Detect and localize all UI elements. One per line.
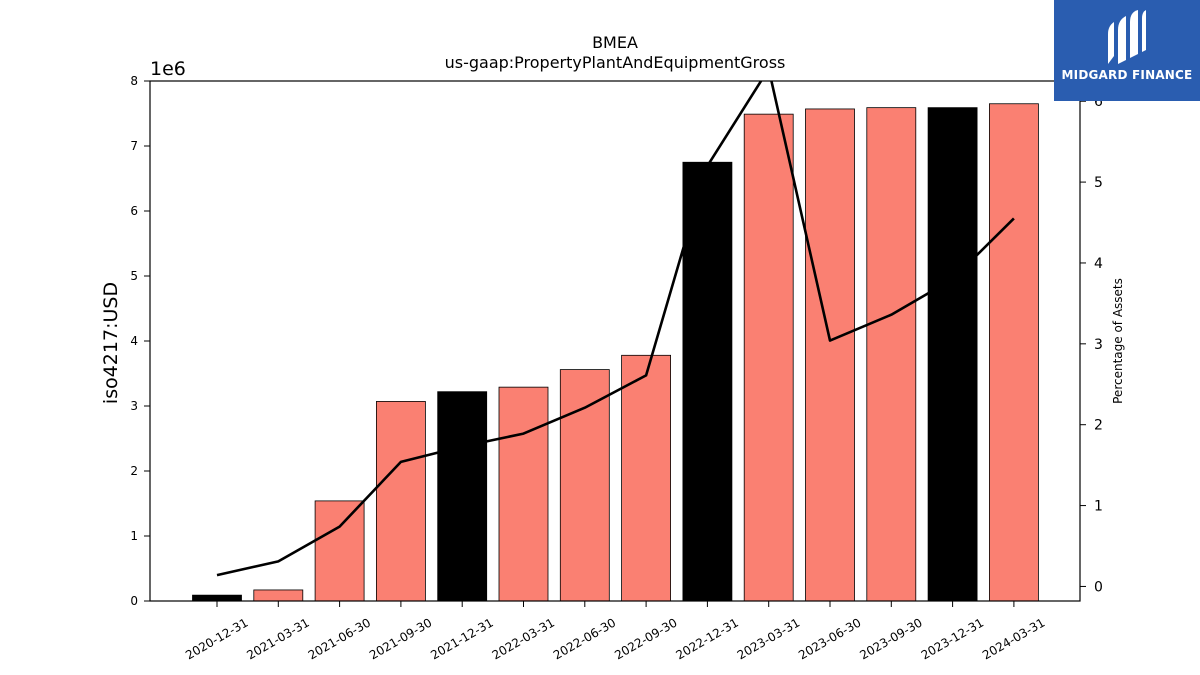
brand-logo: MIDGARD FINANCE — [1054, 0, 1200, 101]
x-tick-label: 2021-09-30 — [367, 615, 434, 662]
y2-axis-label: Percentage of Assets — [1111, 278, 1125, 404]
x-tick-label: 2022-03-31 — [490, 615, 557, 662]
bar-2020-12-31 — [192, 594, 242, 602]
bar-2023-09-30 — [866, 107, 917, 602]
x-ticks: 2020-12-312021-03-312021-06-302021-09-30… — [183, 601, 1047, 662]
y-ticks: 0 1 2 3 4 5 6 7 8 — [130, 74, 150, 608]
y-tick-label: 1 — [130, 529, 138, 543]
y2-tick-label: 2 — [1094, 418, 1103, 434]
y-tick-label: 2 — [130, 464, 138, 478]
bar-2023-06-30 — [805, 108, 855, 602]
logo-text: MIDGARD FINANCE — [1061, 68, 1193, 82]
midgard-logo-icon — [1108, 10, 1146, 64]
x-tick-label: 2022-06-30 — [551, 615, 618, 662]
bar-2023-12-31 — [927, 107, 978, 602]
y-tick-label: 8 — [130, 74, 138, 88]
x-tick-label: 2023-12-31 — [919, 615, 986, 662]
bar-2023-03-31 — [743, 113, 794, 602]
y2-tick-label: 5 — [1094, 175, 1103, 191]
x-tick-label: 2022-09-30 — [612, 615, 679, 662]
y-tick-label: 7 — [130, 139, 138, 153]
y2-tick-label: 3 — [1094, 337, 1103, 353]
bar-2021-12-31 — [437, 391, 488, 602]
y-tick-label: 0 — [130, 594, 138, 608]
bar-2024-03-31 — [989, 103, 1039, 602]
y-tick-label: 6 — [130, 204, 138, 218]
y2-tick-label: 4 — [1094, 256, 1103, 272]
y2-tick-label: 0 — [1094, 579, 1103, 595]
bars-group — [192, 103, 1039, 602]
x-tick-label: 2021-12-31 — [428, 615, 495, 662]
x-tick-label: 2021-06-30 — [306, 615, 373, 662]
bar-2022-12-31 — [682, 161, 733, 602]
bar-2021-06-30 — [314, 500, 365, 602]
bar-2022-09-30 — [621, 354, 671, 602]
y2-tick-label: 6 — [1094, 94, 1103, 110]
bar-2022-03-31 — [498, 386, 549, 602]
y2-tick-label: 1 — [1094, 499, 1103, 515]
x-tick-label: 2023-09-30 — [857, 615, 924, 662]
y-tick-label: 5 — [130, 269, 138, 283]
percentage-line — [216, 81, 1015, 577]
line-group — [216, 81, 1015, 577]
x-tick-label: 2021-03-31 — [244, 615, 311, 662]
bar-2021-03-31 — [253, 589, 304, 602]
y-tick-label: 4 — [130, 334, 138, 348]
y-axis-label: iso4217:USD — [100, 282, 122, 404]
x-tick-label: 2024-03-31 — [980, 615, 1047, 662]
y2-ticks: 0 1 2 3 4 5 6 — [1080, 94, 1103, 595]
chart-title: BMEA — [592, 33, 638, 52]
y-offset-text: 1e6 — [150, 58, 186, 80]
chart-subtitle: us-gaap:PropertyPlantAndEquipmentGross — [445, 53, 786, 72]
x-tick-label: 2023-03-31 — [735, 615, 802, 662]
y-tick-label: 3 — [130, 399, 138, 413]
x-tick-label: 2020-12-31 — [183, 615, 250, 662]
bar-2022-06-30 — [559, 369, 610, 602]
x-tick-label: 2022-12-31 — [673, 615, 740, 662]
bar-2021-09-30 — [375, 401, 426, 602]
x-tick-label: 2023-06-30 — [796, 615, 863, 662]
